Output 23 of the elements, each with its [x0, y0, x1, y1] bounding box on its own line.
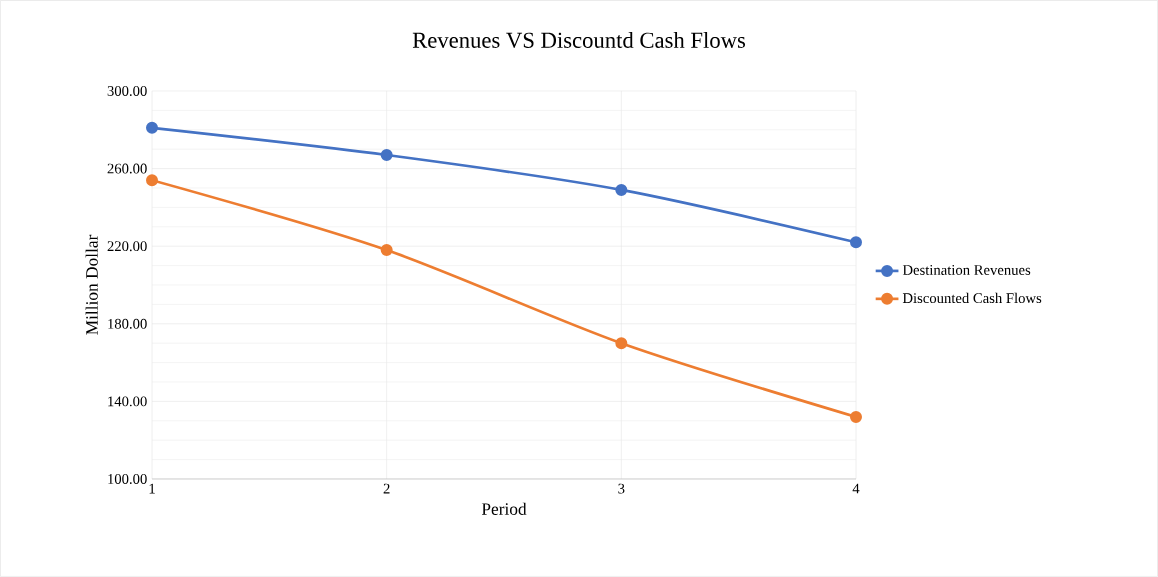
point: [849, 410, 863, 423]
legend-label: Destination Revenues: [902, 265, 1031, 275]
x-tick-label: 4: [852, 483, 860, 494]
y-axis-title: Million Dollar: [85, 234, 98, 335]
y-tick-label: 180.00: [108, 318, 147, 329]
chart-title: Revenues VS Discountd Cash Flows: [412, 31, 746, 49]
y-tick-label: 300.00: [107, 86, 147, 96]
point: [380, 244, 393, 257]
x-tick-label: 1: [149, 483, 155, 494]
x-axis-title: Period: [481, 502, 527, 515]
point: [615, 337, 628, 350]
y-tick-label: 100.00: [108, 474, 147, 484]
x-tick-label: 3: [618, 483, 625, 494]
point: [849, 236, 863, 249]
y-tick-label: 260.00: [107, 163, 147, 174]
y-tick-label: 140.00: [108, 396, 147, 407]
x-tick-label: 2: [383, 483, 390, 494]
point: [146, 174, 159, 187]
legend-label: Discounted Cash Flows: [902, 292, 1042, 304]
point: [615, 183, 628, 196]
point: [380, 149, 393, 162]
point: [146, 121, 159, 134]
y-tick-label: 220.00: [107, 241, 147, 252]
